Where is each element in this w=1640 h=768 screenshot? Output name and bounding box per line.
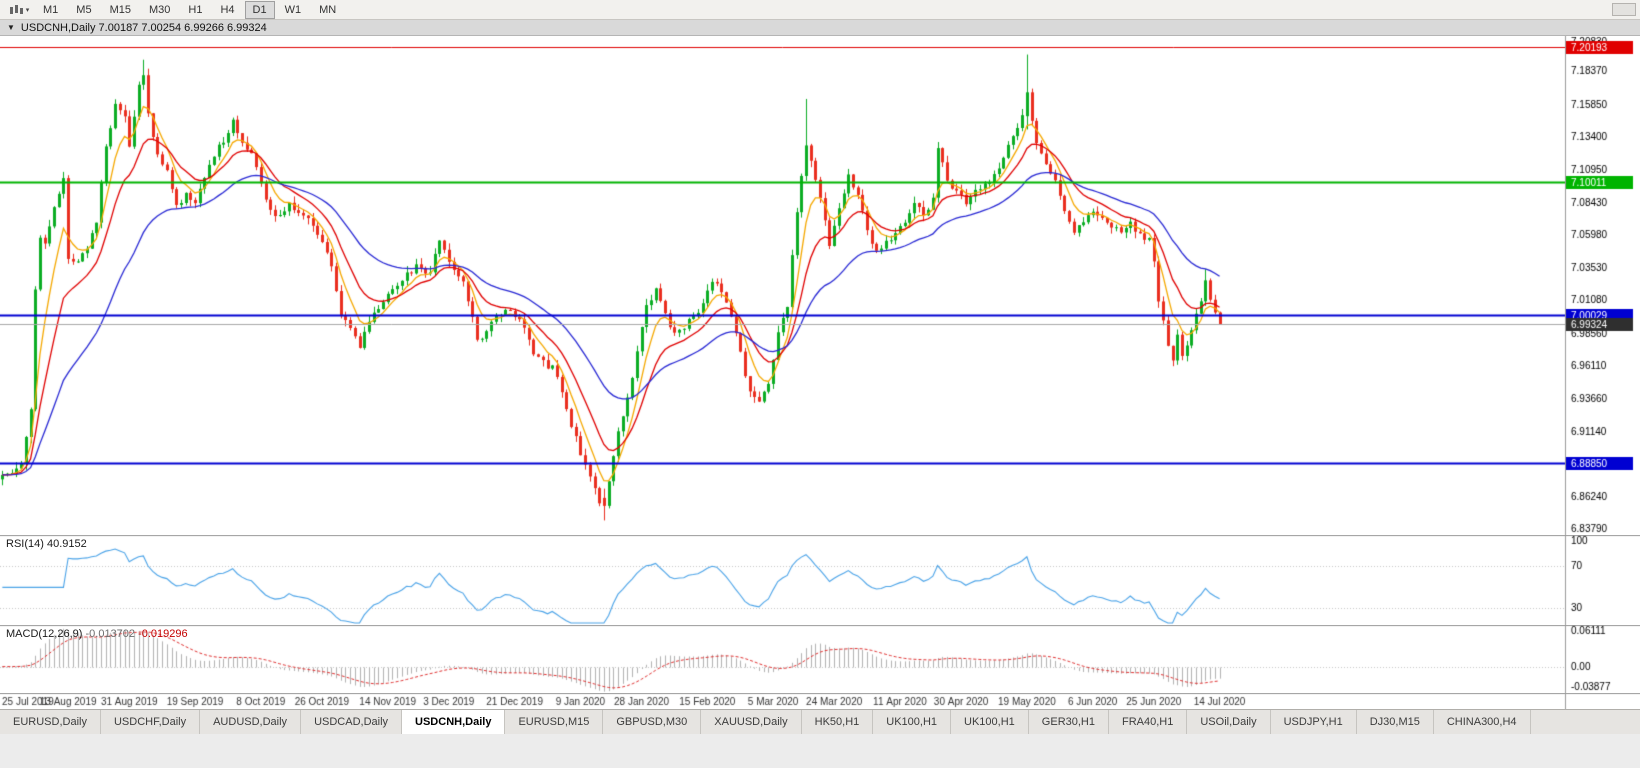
timeframe-buttons-group: M1 M5 M15 M30 H1 H4 D1 W1 MN (34, 0, 345, 19)
chart-tab-CHINA300-H4[interactable]: CHINA300,H4 (1433, 710, 1531, 734)
chart-tabs-bar: EURUSD,Daily USDCHF,Daily AUDUSD,Daily USDC… (0, 709, 1640, 734)
rsi-indicator-panel[interactable] (0, 535, 1640, 625)
chart-title-bar: ▼ USDCNH,Daily 7.00187 7.00254 6.99266 6… (0, 20, 1640, 36)
timeframe-button-M15[interactable]: M15 (109, 3, 131, 16)
chart-tab-XAUUSD-Daily[interactable]: XAUUSD,Daily (701, 710, 802, 734)
timeframe-button-M30[interactable]: M30 (148, 3, 171, 16)
bottom-filler (0, 734, 1640, 768)
main-price-chart[interactable] (0, 36, 1640, 535)
rsi-name: RSI(14) (6, 538, 44, 550)
timeframe-button-MN[interactable]: MN (319, 3, 337, 16)
chart-type-icon[interactable]: ▾ (4, 2, 34, 18)
timeframe-button-H1[interactable]: H1 (188, 3, 203, 16)
collapse-arrow-icon[interactable]: ▼ (7, 23, 15, 32)
chart-tab-EURUSD-M15[interactable]: EURUSD,M15 (505, 710, 604, 734)
date-axis (0, 693, 1640, 709)
chart-title: USDCNH,Daily 7.00187 7.00254 6.99266 6.9… (20, 21, 267, 34)
chart-tab-AUDUSD-Daily[interactable]: AUDUSD,Daily (200, 710, 302, 734)
rsi-indicator-label: RSI(14) 40.9152 (6, 538, 87, 550)
chart-tab-USDCAD-Daily[interactable]: USDCAD,Daily (301, 710, 403, 734)
timeframe-button-D1[interactable]: D1 (244, 0, 275, 19)
timeframe-button-W1[interactable]: W1 (284, 3, 302, 16)
chart-tab-HK50-H1[interactable]: HK50,H1 (801, 710, 874, 734)
toolbar-corner-button[interactable] (1612, 3, 1636, 16)
chart-tab-USDJPY-H1[interactable]: USDJPY,H1 (1270, 710, 1357, 734)
candlestick-glyph (9, 4, 23, 14)
timeframe-button-H4[interactable]: H4 (220, 3, 235, 16)
chart-tab-DJ30-M15[interactable]: DJ30,M15 (1356, 710, 1434, 734)
chart-tab-EURUSD-Daily[interactable]: EURUSD,Daily (0, 710, 101, 734)
macd-name: MACD(12,26,9) (6, 628, 83, 640)
chart-tab-FRA40-H1[interactable]: FRA40,H1 (1109, 710, 1188, 734)
chart-tab-GBPUSD-M30[interactable]: GBPUSD,M30 (603, 710, 702, 734)
macd-signal-value: -0.019296 (138, 628, 188, 640)
rsi-value: 40.9152 (46, 538, 87, 550)
macd-indicator-panel[interactable] (0, 625, 1640, 693)
chevron-down-icon: ▾ (25, 6, 30, 14)
macd-main-value: -0.013702 (85, 628, 136, 640)
timeframe-button-M5[interactable]: M5 (76, 3, 92, 16)
chart-tab-GER30-H1[interactable]: GER30,H1 (1028, 710, 1109, 734)
macd-indicator-label: MACD(12,26,9) -0.013702 -0.019296 (6, 628, 188, 640)
chart-tab-UK100-H1[interactable]: UK100,H1 (873, 710, 952, 734)
chart-tab-USDCHF-Daily[interactable]: USDCHF,Daily (100, 710, 201, 734)
chart-tab-UK100-H1[interactable]: UK100,H1 (951, 710, 1029, 734)
chart-tab-USOil-Daily[interactable]: USOil,Daily (1187, 710, 1271, 734)
chart-tab-USDCNH-Daily[interactable]: USDCNH,Daily (402, 710, 506, 734)
timeframe-toolbar: ▾ M1 M5 M15 M30 H1 H4 D1 W1 MN (0, 0, 1640, 20)
timeframe-button-M1[interactable]: M1 (43, 3, 59, 16)
